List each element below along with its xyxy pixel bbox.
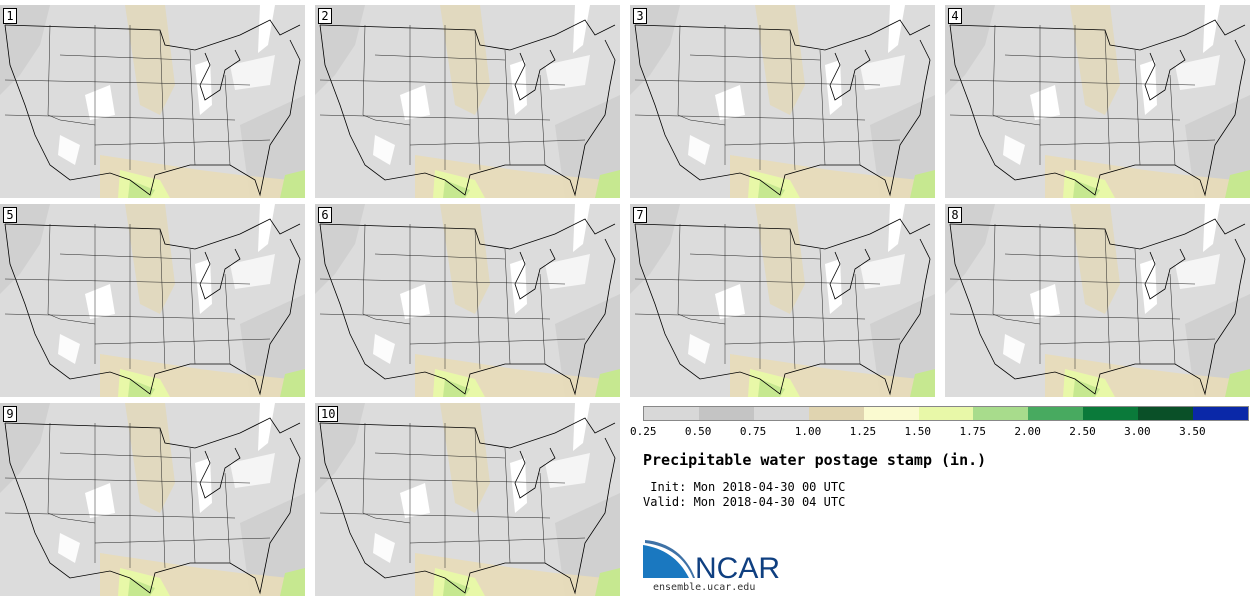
- colorbar-segment: [1083, 407, 1139, 420]
- colorbar-tick-label: 1.00: [794, 425, 822, 438]
- stamp-4: 4: [945, 5, 1250, 198]
- stamp-label: 5: [3, 207, 17, 223]
- colorbar-segment: [644, 407, 699, 420]
- valid-time: Valid: Mon 2018-04-30 04 UTC: [643, 495, 846, 509]
- colorbar-segment: [753, 407, 809, 420]
- stamp-label: 4: [948, 8, 962, 24]
- ncar-logo: NCAR: [643, 540, 793, 586]
- stamp-7: 7: [630, 204, 935, 397]
- colorbar-tick-label: 3.50: [1179, 425, 1206, 438]
- colorbar-segment: [973, 407, 1029, 420]
- colorbar-tick-label: 1.50: [904, 425, 932, 438]
- stamp-label: 8: [948, 207, 962, 223]
- stamp-9: 9: [0, 403, 305, 596]
- colorbar-segment: [1138, 407, 1194, 420]
- colorbar-tick-label: 0.50: [684, 425, 712, 438]
- stamp-1: 1: [0, 5, 305, 198]
- stamp-label: 3: [633, 8, 647, 24]
- stamp-6: 6: [315, 204, 620, 397]
- colorbar-tick-label: 1.75: [959, 425, 986, 438]
- logo-url: ensemble.ucar.edu: [653, 582, 756, 593]
- stamp-label: 10: [318, 406, 339, 422]
- stamp-label: 2: [318, 8, 332, 24]
- colorbar-tick-label: 0.75: [739, 425, 767, 438]
- init-time: Init: Mon 2018-04-30 00 UTC: [643, 480, 846, 494]
- colorbar-tick-label: 0.25: [630, 425, 657, 438]
- stamp-label: 1: [3, 8, 17, 24]
- stamp-3: 3: [630, 5, 935, 198]
- colorbar-tick-label: 3.00: [1124, 425, 1151, 438]
- stamp-8: 8: [945, 204, 1250, 397]
- stamp-label: 7: [633, 207, 647, 223]
- colorbar-tick-label: 2.00: [1014, 425, 1041, 438]
- logo-text: NCAR: [695, 552, 780, 582]
- stamp-label: 6: [318, 207, 332, 223]
- stamp-2: 2: [315, 5, 620, 198]
- colorbar-tick-label: 2.50: [1069, 425, 1096, 438]
- stamp-label: 9: [3, 406, 17, 422]
- colorbar-segment: [863, 407, 919, 420]
- colorbar-segment: [918, 407, 974, 420]
- colorbar-tick-label: 1.25: [849, 425, 877, 438]
- colorbar-segment: [1193, 407, 1248, 420]
- stamp-10: 10: [315, 403, 620, 596]
- colorbar: [643, 406, 1249, 421]
- stamp-5: 5: [0, 204, 305, 397]
- colorbar-segment: [698, 407, 754, 420]
- colorbar-segment: [1028, 407, 1084, 420]
- chart-title: Precipitable water postage stamp (in.): [643, 451, 987, 469]
- colorbar-segment: [808, 407, 864, 420]
